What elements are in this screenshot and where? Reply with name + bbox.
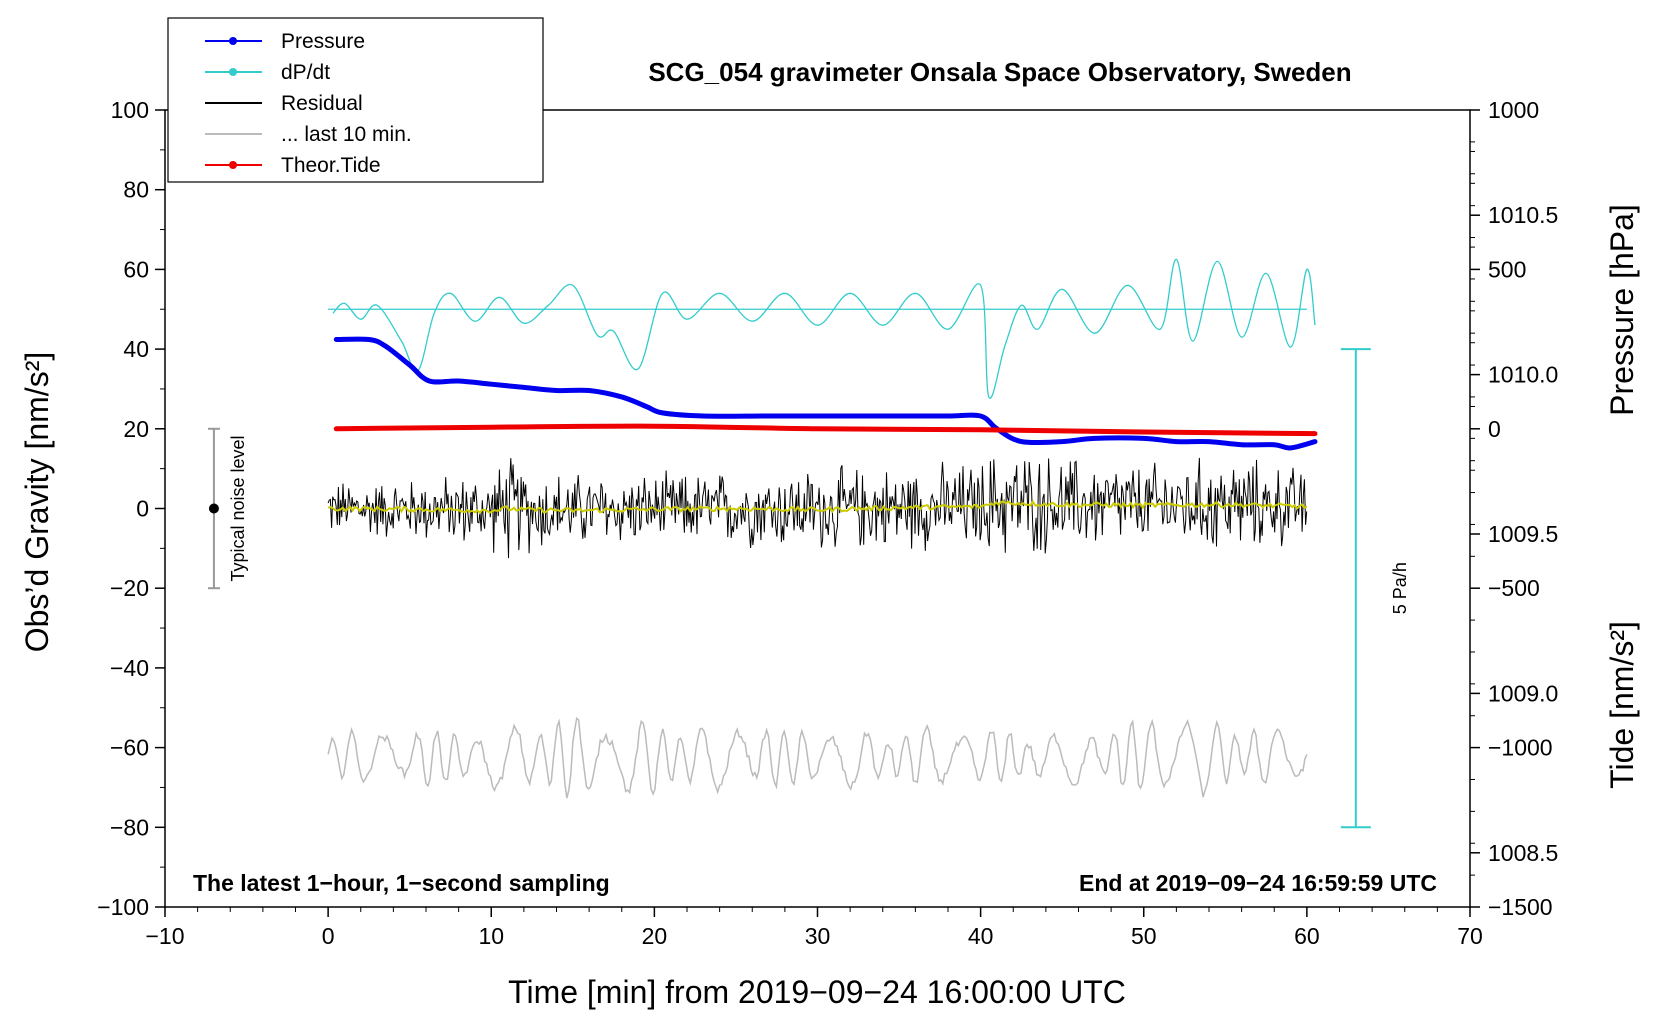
series-theor-tide-line [333,423,1318,437]
y-axis-tide: 1000 500 0 −500 −1000 −1500 [1470,97,1553,920]
tide-tick-label: 1000 [1488,97,1539,123]
legend-box [167,17,544,183]
pressure-tick-label: 1008.5 [1488,840,1558,866]
y-tick-label: 20 [123,416,149,442]
y-axis-tide-title: Tide [nm/s²] [1604,621,1640,789]
x-tick-label: 30 [805,923,831,949]
tide-tick-label: 0 [1488,416,1501,442]
note-end-time: End at 2019−09−24 16:59:59 UTC [1079,870,1437,896]
x-tick-label: 20 [642,923,668,949]
tide-tick-label: −1500 [1488,894,1553,920]
pressure-tick-label: 1010.5 [1488,202,1558,228]
legend-label-3: Residual [281,92,363,115]
pressure-tick-label: 1009.5 [1488,521,1558,547]
series-last10min-line [327,717,1308,799]
tide-tick-label: 500 [1488,256,1526,282]
series-residual-line [327,457,1308,559]
x-tick-label: 40 [968,923,994,949]
pressure-tick-label: 1009.0 [1488,680,1558,706]
x-tick-label: −10 [145,923,184,949]
series-dpdt-line [332,258,1316,399]
noise-bar-dot [208,503,219,514]
y-tick-label: −60 [110,735,149,761]
y-tick-label: 60 [123,256,149,282]
y-axis-left-title: Obs’d Gravity [nm/s²] [19,352,55,653]
y-tick-label: −40 [110,655,149,681]
y-tick-label: 80 [123,177,149,203]
x-tick-label: 50 [1131,923,1157,949]
residual-running-mean-line [327,499,1308,515]
plot-content [327,258,1318,799]
y-tick-label: 40 [123,336,149,362]
y-tick-label: 0 [136,496,149,522]
x-tick-label: 70 [1457,923,1483,949]
y-tick-label: −80 [110,814,149,840]
legend-marker-2 [229,68,237,76]
noise-level-bar: Typical noise level [207,427,248,590]
pressure-rate-scale-bar: 5 Pa/h [1340,348,1410,829]
y-axis-left: 100 80 60 40 20 0 −20 −40 −60 −80 −100 [97,97,165,920]
legend-label-5: Theor.Tide [281,154,381,177]
x-tick-label: 60 [1294,923,1320,949]
y-axis-pressure-title: Pressure [hPa] [1604,204,1640,416]
tide-tick-label: −1000 [1488,735,1553,761]
y-tick-label: −20 [110,575,149,601]
x-tick-label: 0 [322,923,335,949]
legend: Pressure dP/dt Residual ... last 10 min. The… [167,17,544,183]
legend-marker-1 [229,37,237,45]
legend-marker-5 [229,161,237,169]
legend-label-1: Pressure [281,30,365,53]
legend-label-2: dP/dt [281,61,330,84]
x-axis-title: Time [min] from 2019−09−24 16:00:00 UTC [508,974,1126,1010]
x-axis: −10 0 10 20 30 40 50 60 70 [145,907,1483,949]
note-sampling: The latest 1−hour, 1−second sampling [193,870,610,896]
legend-label-4: ... last 10 min. [281,123,412,146]
y-axis-pressure: 1010.5 1010.0 1009.5 1009.0 1008.5 [1470,150,1558,866]
y-tick-label: 100 [111,97,149,123]
noise-level-label: Typical noise level [228,435,248,581]
chart-title: SCG_054 gravimeter Onsala Space Observat… [648,57,1351,87]
x-tick-label: 10 [478,923,504,949]
tide-tick-label: −500 [1488,575,1540,601]
pressure-tick-label: 1010.0 [1488,362,1558,388]
scale-bar-label: 5 Pa/h [1390,562,1410,614]
series-pressure-line [333,336,1318,451]
y-tick-label: −100 [97,894,149,920]
